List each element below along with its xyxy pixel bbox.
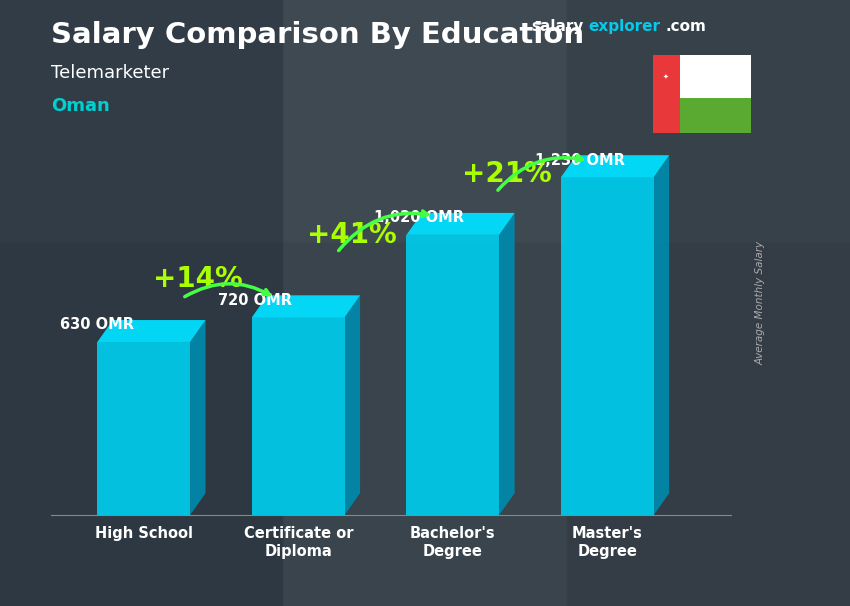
- Polygon shape: [654, 155, 669, 515]
- Text: Average Monthly Salary: Average Monthly Salary: [756, 241, 766, 365]
- Polygon shape: [499, 213, 514, 515]
- Text: +41%: +41%: [308, 221, 397, 249]
- Text: explorer: explorer: [588, 19, 660, 35]
- Text: +14%: +14%: [153, 265, 243, 293]
- Polygon shape: [190, 320, 206, 515]
- Polygon shape: [252, 295, 360, 318]
- Text: .com: .com: [666, 19, 706, 35]
- Text: +21%: +21%: [462, 161, 552, 188]
- Text: Salary Comparison By Education: Salary Comparison By Education: [51, 21, 584, 49]
- Bar: [680, 98, 751, 133]
- Polygon shape: [561, 177, 654, 515]
- Text: 1,020 OMR: 1,020 OMR: [374, 210, 464, 225]
- Text: Telemarketer: Telemarketer: [51, 64, 169, 82]
- Bar: [680, 55, 751, 98]
- Polygon shape: [344, 295, 360, 515]
- Text: 630 OMR: 630 OMR: [60, 318, 134, 333]
- Text: salary: salary: [531, 19, 584, 35]
- Polygon shape: [98, 320, 206, 342]
- Polygon shape: [406, 213, 514, 235]
- Text: ✦: ✦: [662, 73, 668, 79]
- Polygon shape: [252, 318, 344, 515]
- Text: 720 OMR: 720 OMR: [218, 293, 292, 308]
- Text: 1,230 OMR: 1,230 OMR: [535, 153, 625, 168]
- Text: Oman: Oman: [51, 97, 110, 115]
- Polygon shape: [98, 342, 190, 515]
- Polygon shape: [406, 235, 499, 515]
- Polygon shape: [561, 155, 669, 177]
